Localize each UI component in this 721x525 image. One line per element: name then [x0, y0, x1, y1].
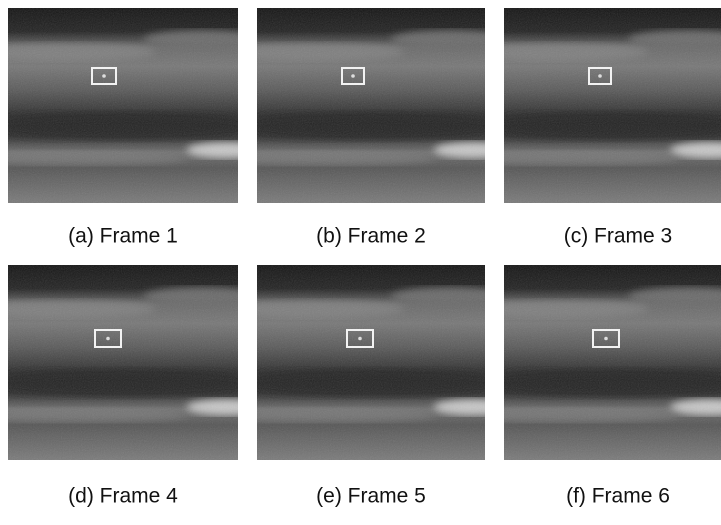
image-content — [0, 8, 267, 203]
figure: (a) Frame 1 (b) Frame 2 (c) Frame 3 (d) Fra… — [0, 0, 721, 525]
caption: (e) Frame 5 — [316, 485, 426, 508]
caption: (a) Frame 1 — [68, 225, 178, 248]
page: (a) Frame 1 (b) Frame 2 (c) Frame 3 (d) Fra… — [0, 0, 721, 525]
frame-image — [0, 265, 267, 460]
image-content — [459, 265, 721, 460]
image-content — [0, 265, 267, 460]
caption: (f) Frame 6 — [566, 485, 670, 508]
frame-image — [215, 265, 513, 460]
panels: (a) Frame 1 (b) Frame 2 (c) Frame 3 (d) Fra… — [0, 8, 721, 508]
caption: (b) Frame 2 — [316, 225, 426, 248]
grain — [8, 265, 238, 460]
frame-image — [459, 8, 721, 203]
target — [106, 337, 110, 341]
image-content — [215, 8, 513, 203]
frame-image — [0, 8, 267, 203]
frame-image — [215, 8, 513, 203]
image-content — [459, 8, 721, 203]
grain — [8, 8, 238, 203]
caption: (c) Frame 3 — [564, 225, 673, 248]
grain — [504, 265, 721, 460]
grain — [504, 8, 721, 203]
target — [604, 337, 608, 341]
target — [358, 337, 362, 341]
target — [598, 74, 602, 78]
grain — [257, 265, 485, 460]
caption: (d) Frame 4 — [68, 485, 178, 508]
frame-image — [459, 265, 721, 460]
target — [102, 74, 106, 78]
grain — [257, 8, 485, 203]
image-content — [215, 265, 513, 460]
target — [351, 74, 355, 78]
